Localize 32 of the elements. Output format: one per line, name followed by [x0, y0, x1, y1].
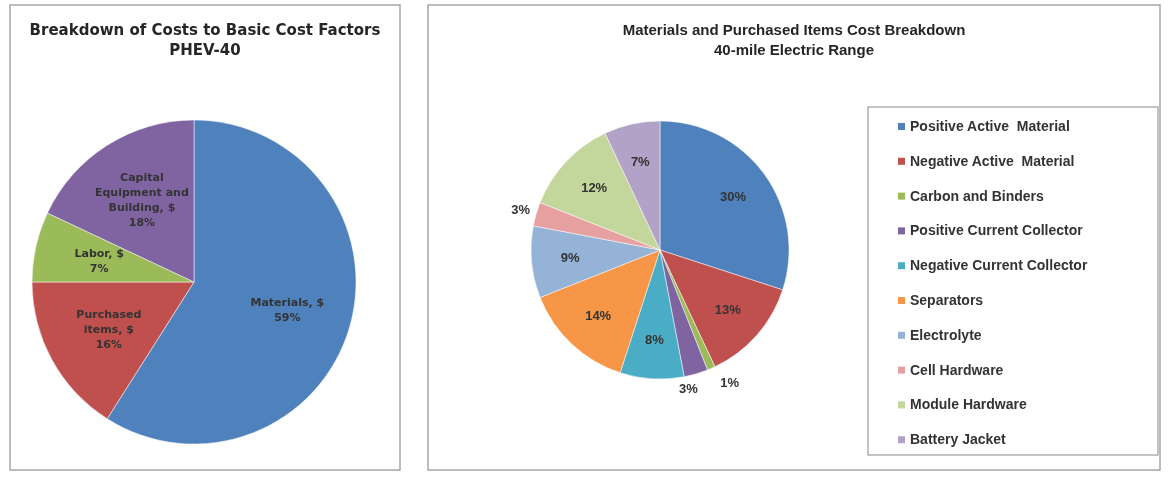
- legend-label: Battery Jacket: [910, 431, 1007, 448]
- data-label: 14%: [585, 307, 612, 323]
- legend-label: Carbon and Binders: [910, 187, 1045, 204]
- data-label: 30%: [720, 188, 747, 204]
- legend-label: Separators: [910, 292, 984, 308]
- data-label: 16%: [95, 337, 122, 351]
- slice-label: Capital Equipment and Building, $: [95, 171, 189, 215]
- legend-label: Positive Active Material: [910, 118, 1070, 134]
- chart-title: Breakdown of Costs to Basic Cost Factors: [29, 21, 381, 39]
- data-label: 1%: [720, 375, 740, 391]
- legend-label: Negative Current Collector: [910, 257, 1088, 274]
- slice-label: Purchased items, $: [76, 307, 142, 336]
- legend-label: Negative Active Material: [910, 152, 1075, 169]
- legend-label: Positive Current Collector: [910, 222, 1084, 239]
- chart-title: Materials and Purchased Items Cost Breakdown: [622, 21, 966, 38]
- legend-label: Electrolyte: [910, 326, 982, 343]
- slice-label: Labor, $: [74, 247, 124, 261]
- chart-subtitle: PHEV-40: [169, 41, 241, 59]
- data-label: 8%: [644, 332, 665, 348]
- legend-label: Module Hardware: [910, 396, 1027, 413]
- data-label: 3%: [679, 381, 699, 397]
- slice-label: Materials, $: [250, 295, 325, 309]
- legend-label: Cell Hardware: [910, 361, 1004, 378]
- data-label: 9%: [560, 250, 580, 266]
- data-label: 3%: [511, 201, 531, 217]
- data-label: 7%: [89, 262, 109, 276]
- data-label: 12%: [581, 180, 608, 196]
- data-label: 18%: [128, 216, 156, 230]
- data-label: 13%: [714, 301, 742, 317]
- data-label: 59%: [274, 310, 301, 324]
- data-label: 7%: [630, 153, 651, 169]
- chart-subtitle: 40-mile Electric Range: [713, 41, 875, 58]
